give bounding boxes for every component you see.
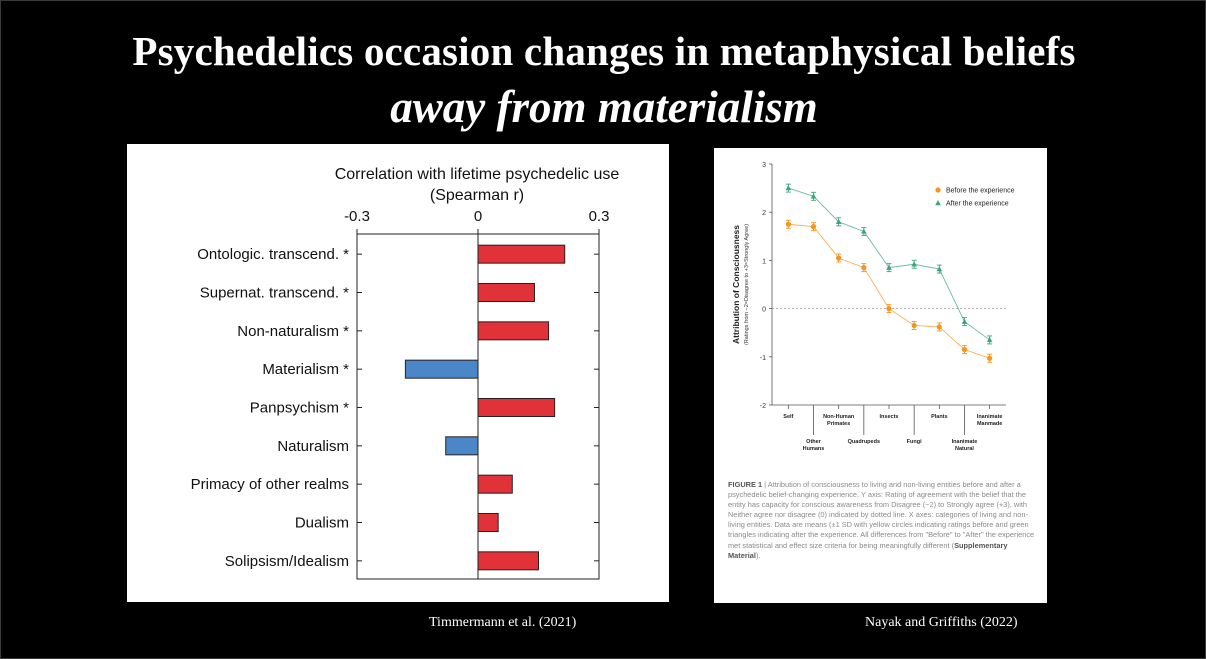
data-point [861,228,867,234]
y-tick-label: 3 [762,162,766,169]
x-tick-label: 0.3 [589,208,610,225]
y-tick-label: -1 [760,355,766,362]
slide-subtitle: away from materialism [390,82,818,132]
data-point [936,266,943,272]
data-point [886,306,892,312]
line-chart-series [785,183,993,363]
slide-title: Psychedelics occasion changes in metaphy… [132,28,1076,74]
legend-marker [935,200,941,206]
bar [404,359,479,379]
y-axis-sublabel: (Ratings from −2=Disagree to +3=Strongly… [744,224,750,345]
line-chart-legend: Before the experience After the experienc… [935,187,1015,208]
data-point [961,318,968,324]
series-line [788,223,990,359]
data-point [987,355,993,361]
bar [477,398,556,417]
data-point [835,218,842,225]
category-label: Naturalism [277,438,349,455]
bar [477,283,535,302]
category-label: Panpsychism * [250,400,349,417]
x-category-label: Natural [955,446,974,452]
bar-chart-axes: -0.3 0 0.3 [344,208,610,580]
data-point [911,322,917,329]
data-point [785,185,792,191]
category-label: Dualism [295,515,349,532]
x-category-label: Quadrupeds [848,439,880,445]
category-label: Solipsism/Idealism [225,553,349,570]
data-point [911,261,917,267]
y-tick-label: 2 [762,210,766,217]
bar-chart-subtitle: (Spearman r) [430,187,524,204]
correlation-chart-panel: Correlation with lifetime psychedelic us… [127,144,669,602]
data-point [936,324,942,330]
x-category-label: Plants [931,414,948,420]
figure-caption: FIGURE 1 | Attribution of consciousness … [728,480,1035,560]
x-category-label: Inanimate [977,414,1003,420]
category-label: Supernat. transcend. * [200,285,349,302]
y-tick-label: 1 [762,258,766,265]
x-category-label: Other [806,439,822,445]
x-category-label: Inanimate [952,439,978,445]
data-point [836,255,842,261]
data-point [986,336,993,343]
bar [445,436,479,456]
data-point [861,265,867,271]
x-tick-label: -0.3 [344,208,370,225]
bar [477,551,539,571]
bar [477,474,513,494]
bar-chart-bars [404,244,566,571]
x-category-label: Fungi [907,439,922,445]
x-category-label: Manmade [977,421,1002,427]
x-category-label: Humans [803,446,825,452]
bar [477,244,566,264]
citation-timmermann: Timmermann et al. (2021) [429,615,577,630]
data-point [961,346,968,353]
category-label: Ontologic. transcend. * [197,246,349,263]
category-label: Non-naturalism * [237,323,349,340]
bar-chart-title: Correlation with lifetime psychedelic us… [335,166,620,183]
x-category-label: Insects [880,414,899,420]
data-point [810,224,817,230]
y-tick-label: -2 [760,403,766,410]
x-category-label: Non-Human [823,414,855,420]
y-axis-label: Attribution of Consciousness [731,225,741,344]
data-point [785,221,791,227]
data-point [810,193,817,199]
legend-label: After the experience [946,201,1009,208]
bar-chart-category-labels: Ontologic. transcend. * Supernat. transce… [191,246,350,570]
legend-label: Before the experience [946,188,1015,195]
x-tick-label: 0 [474,208,482,225]
consciousness-chart-panel: 3 2 1 0 -1 -2 Attribution of Consciousness (Rat… [714,148,1047,603]
citation-nayak: Nayak and Griffiths (2022) [865,615,1018,630]
bar [477,513,499,532]
y-tick-label: 0 [762,307,766,314]
bar [477,321,550,341]
legend-marker [935,187,941,193]
x-category-label: Self [783,414,793,420]
x-category-label: Primates [827,421,850,427]
data-point [886,264,892,270]
correlation-bar-chart: Correlation with lifetime psychedelic us… [191,166,620,580]
consciousness-line-chart: 3 2 1 0 -1 -2 Attribution of Consciousness (Rat… [731,162,1015,452]
category-label: Materialism * [262,361,349,378]
category-label: Primacy of other realms [191,476,349,493]
